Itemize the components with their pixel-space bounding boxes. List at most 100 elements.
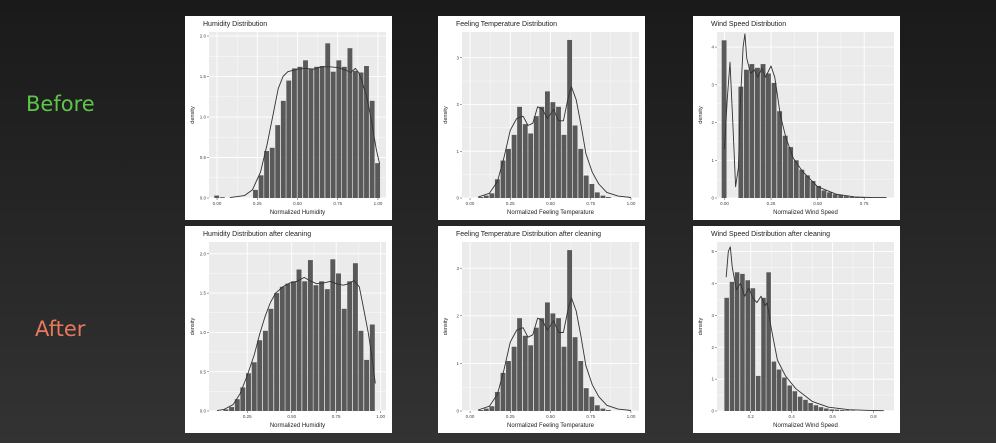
x-axis-label: Normalized Humidity	[270, 210, 325, 216]
histogram-bar	[364, 66, 369, 198]
histogram-bar	[500, 160, 506, 198]
y-tick-label: 5	[711, 249, 714, 254]
histogram-bar	[583, 175, 589, 198]
histogram-bar	[594, 192, 600, 198]
histogram-bar	[839, 410, 845, 411]
histogram-bar	[550, 102, 556, 198]
y-axis-label: density	[443, 106, 449, 124]
histogram-bar	[600, 408, 606, 411]
histogram-bar	[721, 40, 727, 198]
x-tick-label: 0.50	[546, 414, 555, 419]
histogram-bar	[578, 361, 584, 411]
x-tick-label: 1.00	[627, 201, 636, 206]
histogram-bar	[803, 399, 808, 411]
histogram-bar	[375, 163, 381, 198]
chart-title: Feeling Temperature Distribution after c…	[456, 231, 601, 238]
histogram-bar	[729, 281, 735, 411]
histogram-bar	[550, 313, 556, 411]
histogram-bar	[489, 193, 495, 198]
y-tick-label: 4	[711, 45, 714, 50]
y-tick-label: 1.0	[200, 115, 207, 120]
chart-title: Humidity Distribution after cleaning	[203, 231, 311, 238]
x-axis-label: Normalized Humidity	[270, 423, 325, 429]
histogram-bar	[511, 134, 517, 198]
y-tick-label: 0	[711, 196, 714, 201]
histogram-bar	[572, 125, 578, 198]
y-tick-label: 1	[711, 158, 714, 163]
y-tick-label: 3	[711, 313, 714, 318]
y-tick-label: 3	[456, 266, 459, 271]
x-tick-label: 0.25	[253, 201, 262, 206]
x-tick-label: 0.75	[333, 201, 342, 206]
histogram-bar	[347, 281, 353, 411]
histogram-bar	[336, 273, 341, 411]
histogram-bar	[219, 197, 225, 198]
y-tick-label: 2	[456, 313, 459, 318]
histogram-bar	[782, 377, 787, 411]
y-tick-label: 1.0	[200, 330, 207, 335]
y-axis-label: density	[443, 318, 449, 336]
histogram-bar	[500, 372, 506, 411]
histogram-bar	[829, 409, 834, 411]
histogram-bar	[744, 69, 749, 199]
chart-svg: Feeling Temperature Distribution 0 1 2 3 0.00…	[443, 21, 639, 216]
y-tick-label: 0.5	[200, 369, 207, 374]
x-tick-label: 1.00	[376, 414, 385, 419]
histogram-bar	[782, 135, 788, 198]
x-tick-label: 0.75	[332, 414, 341, 419]
y-tick-label: 0.0	[200, 196, 207, 201]
histogram-bar	[246, 373, 251, 411]
histogram-bar	[797, 396, 803, 411]
x-tick-label: 0.00	[466, 201, 475, 206]
histogram-bar	[556, 318, 561, 411]
histogram-bar	[291, 68, 297, 198]
histogram-bar	[494, 391, 500, 411]
density-curve	[477, 297, 632, 411]
histogram-bar	[364, 359, 370, 411]
histogram-bar	[314, 66, 320, 198]
histogram-bar	[561, 134, 567, 198]
x-axis-label: Normalized Wind Speed	[773, 210, 838, 216]
x-tick-label: 0.75	[860, 201, 869, 206]
histogram-bar	[539, 106, 545, 198]
histogram-bar	[506, 361, 511, 411]
chart-svg: Wind Speed Distribution after cleaning 0 1…	[698, 231, 894, 429]
x-tick-label: 1.00	[374, 201, 383, 206]
histogram-bar	[280, 100, 286, 198]
y-axis-label: density	[698, 318, 704, 336]
histogram-bar	[223, 409, 229, 411]
histogram-bar	[511, 346, 517, 411]
chart-title: Humidity Distribution	[203, 21, 267, 28]
density-curve	[725, 246, 884, 412]
histogram-bar	[275, 125, 281, 198]
density-curve	[477, 86, 632, 198]
histogram-bar	[308, 68, 314, 198]
y-tick-label: 0	[711, 409, 714, 414]
x-tick-label: 0.8	[870, 414, 877, 419]
y-tick-label: 0	[456, 196, 459, 201]
histogram-bar	[279, 286, 285, 411]
chart-title: Wind Speed Distribution	[711, 21, 786, 28]
histogram-bar	[818, 407, 824, 411]
histogram-bar	[240, 387, 246, 411]
histogram-bar	[544, 91, 550, 198]
histogram-bar	[330, 259, 336, 411]
histogram-bar	[816, 185, 821, 198]
histogram-bar	[843, 196, 849, 198]
histogram-bar	[740, 273, 745, 411]
after-label: After	[35, 317, 86, 341]
chart-svg: Humidity Distribution after cleaning 0.0 0…	[190, 231, 386, 429]
x-tick-label: 0.25	[767, 201, 776, 206]
histogram-bar	[600, 195, 606, 198]
histogram-bar	[369, 324, 375, 411]
y-axis-label: density	[190, 318, 196, 336]
histogram-bar	[269, 147, 275, 198]
histogram-bar	[808, 403, 813, 411]
x-tick-label: 1.00	[627, 414, 636, 419]
histogram-bar	[776, 369, 782, 411]
histogram-bar	[291, 281, 296, 411]
histogram-bar	[528, 345, 534, 411]
chart-wind-speed-before: Wind Speed Distribution 0 1 2 3 4 0.00 0.25 0.50…	[693, 16, 900, 220]
histogram-bar	[827, 192, 832, 198]
chart-feeling-temp-after: Feeling Temperature Distribution after c…	[438, 226, 645, 433]
